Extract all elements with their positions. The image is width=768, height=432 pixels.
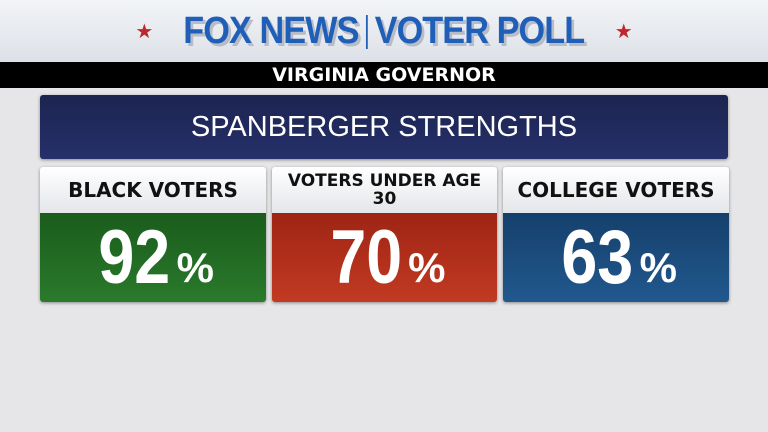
- stat-label: BLACK VOTERS: [40, 167, 266, 213]
- stat-value: 92%: [40, 213, 266, 302]
- stat-label: VOTERS UNDER AGE 30: [272, 167, 497, 213]
- logo: FOX NEWS VOTER POLL: [183, 9, 586, 53]
- stat-unit: %: [639, 243, 677, 291]
- stat-unit: %: [176, 243, 214, 291]
- stat-number: 70: [329, 215, 402, 300]
- stat-number: 63: [561, 215, 634, 300]
- brand-name: FOX NEWS: [183, 9, 360, 52]
- header: ★ FOX NEWS VOTER POLL ★: [0, 0, 768, 62]
- stat-value: 70%: [272, 213, 497, 302]
- stat-label: COLLEGE VOTERS: [503, 167, 729, 213]
- divider: [365, 15, 368, 50]
- stat-card: BLACK VOTERS 92%: [40, 167, 266, 302]
- stat-card: COLLEGE VOTERS 63%: [503, 167, 729, 302]
- stat-unit: %: [408, 243, 446, 291]
- product-name: VOTER POLL: [374, 9, 585, 52]
- race-bar: VIRGINIA GOVERNOR: [0, 62, 768, 88]
- graphic-title: SPANBERGER STRENGTHS: [40, 95, 728, 159]
- star-icon: ★: [614, 19, 633, 43]
- stat-card: VOTERS UNDER AGE 30 70%: [272, 167, 497, 302]
- stat-number: 92: [98, 215, 171, 300]
- stat-value: 63%: [503, 213, 729, 302]
- star-icon: ★: [135, 19, 154, 43]
